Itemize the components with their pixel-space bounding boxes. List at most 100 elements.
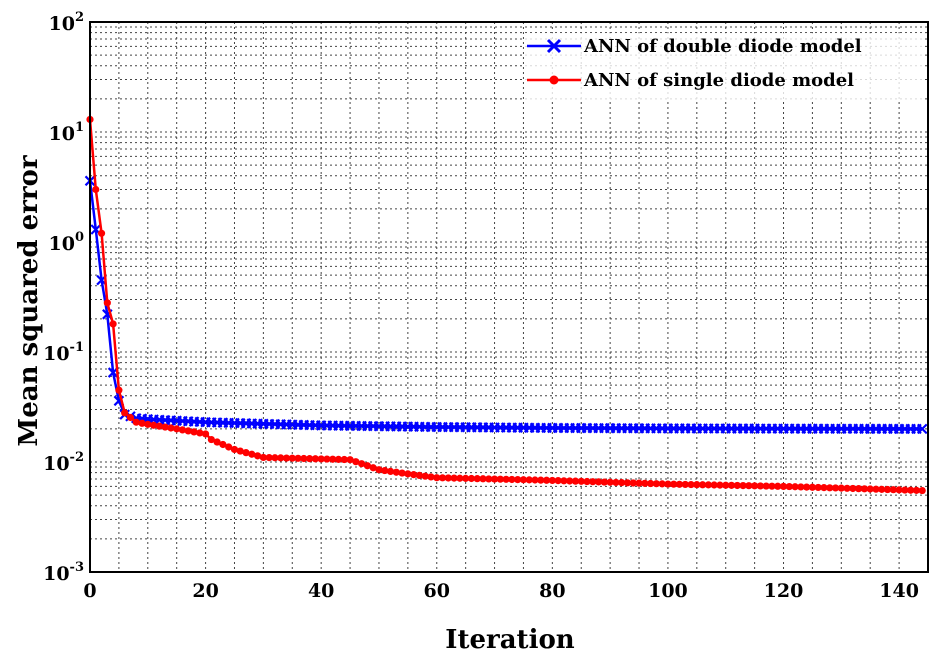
data-point — [490, 475, 499, 483]
data-point — [542, 476, 551, 484]
data-point — [820, 484, 828, 492]
data-point — [230, 445, 239, 454]
data-point — [375, 466, 383, 474]
data-point — [271, 454, 279, 462]
data-point — [456, 474, 464, 482]
tick-labels: 0 20 40 60 80 100 120 140 102 101 100 10-1 10-2 10-3 — [43, 10, 919, 602]
data-point — [548, 476, 556, 485]
data-point — [727, 481, 736, 489]
data-point — [109, 320, 117, 328]
data-point — [277, 454, 285, 462]
data-point — [681, 480, 689, 489]
data-point — [97, 229, 106, 237]
data-point — [178, 426, 187, 434]
data-point — [791, 483, 799, 491]
data-point — [242, 449, 250, 457]
data-point — [652, 480, 660, 488]
data-point — [612, 478, 620, 487]
series-line — [88, 119, 923, 492]
data-point — [560, 477, 568, 485]
data-point — [918, 486, 926, 495]
data-point — [259, 453, 267, 462]
data-point — [438, 474, 447, 482]
data-point — [444, 474, 452, 482]
data-point — [594, 478, 603, 486]
data-point — [132, 418, 140, 426]
series-layer — [84, 115, 928, 495]
data-point — [514, 476, 522, 484]
data-point — [774, 482, 782, 490]
data-point — [883, 485, 892, 494]
data-point — [531, 476, 539, 484]
data-point — [467, 474, 476, 483]
data-point — [161, 423, 169, 431]
x-tick-label: 20 — [192, 580, 218, 602]
y-tick-label: 10-1 — [43, 340, 84, 365]
data-point — [866, 485, 874, 493]
data-point — [126, 413, 135, 422]
data-point — [797, 483, 805, 491]
data-point — [213, 438, 221, 446]
data-point — [103, 299, 111, 307]
data-point — [635, 479, 643, 487]
legend-dot-mark — [549, 75, 559, 85]
y-tick-label: 10-2 — [43, 450, 84, 475]
data-point — [722, 481, 730, 489]
data-point — [745, 482, 753, 490]
data-point — [872, 485, 880, 493]
x-tick-label: 120 — [764, 580, 804, 602]
data-point — [537, 476, 545, 484]
data-point — [808, 483, 817, 491]
legend-label-double: ANN of double diode model — [583, 36, 862, 57]
data-point — [589, 478, 597, 486]
series-line — [88, 180, 923, 431]
grid — [90, 22, 928, 572]
data-point — [306, 455, 314, 463]
x-tick-label: 40 — [308, 580, 334, 602]
data-point — [583, 477, 591, 486]
data-point — [699, 481, 707, 489]
data-point — [623, 479, 632, 487]
data-point — [566, 477, 574, 485]
data-point — [340, 455, 348, 464]
data-point — [254, 452, 262, 460]
y-tick-label: 102 — [49, 10, 85, 35]
legend-x-mark — [546, 38, 562, 54]
data-point — [571, 477, 580, 485]
data-point — [577, 477, 585, 485]
data-point — [716, 481, 724, 489]
data-point — [768, 482, 776, 490]
data-point — [606, 478, 614, 486]
data-point — [294, 454, 302, 462]
data-point — [843, 484, 851, 492]
data-point — [92, 185, 100, 194]
data-point — [462, 474, 470, 482]
data-point — [762, 482, 770, 490]
data-point — [415, 471, 424, 479]
data-point — [912, 486, 921, 494]
data-point — [525, 476, 533, 484]
data-point — [317, 455, 325, 463]
data-point — [704, 481, 712, 489]
x-tick-label: 80 — [539, 580, 565, 602]
data-point — [121, 409, 129, 417]
data-point — [300, 454, 308, 463]
data-point — [855, 485, 863, 493]
data-point — [410, 471, 418, 479]
data-point — [826, 484, 834, 492]
data-point — [687, 480, 695, 489]
data-point — [675, 480, 684, 488]
data-point — [664, 480, 672, 488]
data-point — [184, 427, 192, 435]
data-point — [479, 475, 487, 483]
data-point — [751, 482, 759, 490]
data-point — [803, 483, 811, 491]
data-point — [369, 464, 377, 472]
data-point — [346, 456, 354, 464]
data-point — [641, 479, 649, 487]
data-point — [629, 479, 637, 487]
data-point — [618, 479, 626, 487]
data-point — [144, 420, 152, 428]
data-point — [519, 476, 528, 484]
data-point — [485, 475, 493, 483]
